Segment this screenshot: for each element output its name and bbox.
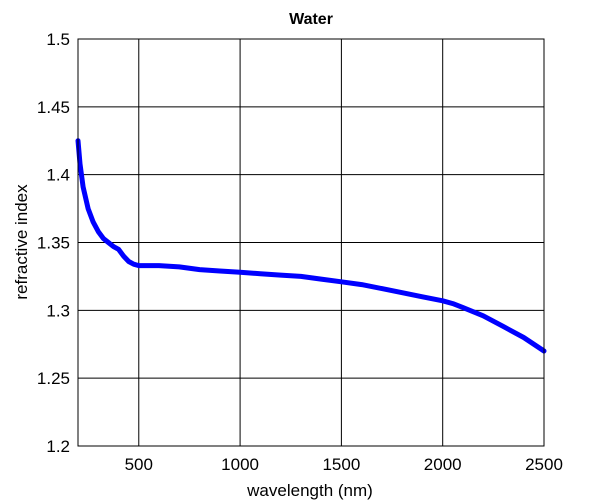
y-tick-label: 1.25: [37, 369, 70, 388]
plot-frame: [77, 38, 545, 447]
y-tick-label: 1.4: [46, 166, 70, 185]
y-tick-label: 1.5: [46, 30, 70, 49]
y-tick-label: 1.35: [37, 234, 70, 253]
x-axis-label: wavelength (nm): [246, 481, 373, 500]
tick-labels: 500 1000 1500 2000 2500 1.2 1.25 1.3 1.35 1.4 1.45…: [37, 30, 563, 474]
series-line: [75, 138, 547, 354]
y-tick-label: 1.3: [46, 301, 70, 320]
x-tick-label: 500: [125, 455, 153, 474]
x-tick-label: 2500: [525, 455, 563, 474]
grid: [78, 39, 544, 446]
series-layer: [75, 138, 547, 354]
y-tick-label: 1.45: [37, 98, 70, 117]
chart-title: Water: [289, 11, 333, 28]
x-tick-label: 1500: [322, 455, 360, 474]
x-tick-label: 2000: [424, 455, 462, 474]
y-tick-label: 1.2: [46, 437, 70, 456]
x-tick-label: 1000: [221, 455, 259, 474]
y-axis-label: refractive index: [12, 184, 31, 300]
